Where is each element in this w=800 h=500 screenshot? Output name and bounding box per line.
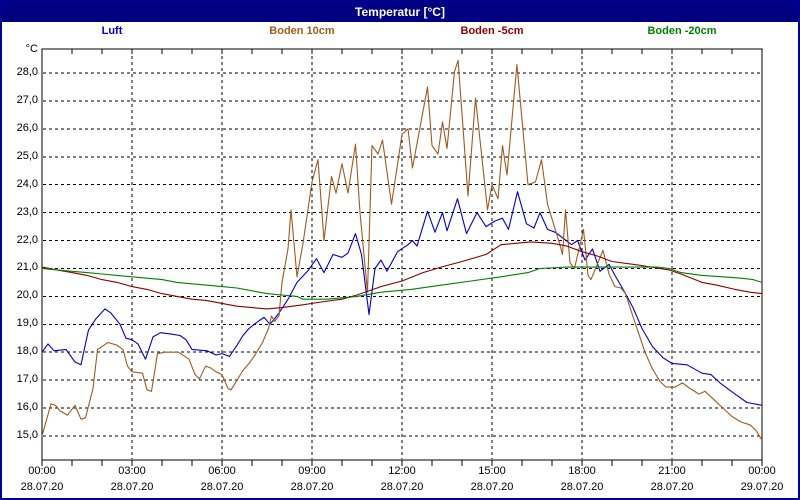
x-tick-time-label: 00:00 <box>748 465 776 477</box>
series-luft <box>41 191 763 406</box>
x-tick-date-label: 28.07.20 <box>110 481 154 493</box>
x-tick-date-label: 28.07.20 <box>560 481 604 493</box>
x-tick-date-label: 28.07.20 <box>290 481 334 493</box>
y-tick-label: 22,0 <box>16 233 38 246</box>
y-tick-label: 17,0 <box>16 373 38 386</box>
legend-item-boden-10cm: Boden 10cm <box>269 25 335 37</box>
x-tick-time-label: 00:00 <box>28 465 56 477</box>
x-tick-time-label: 06:00 <box>208 465 236 477</box>
x-tick-time-label: 12:00 <box>388 465 416 477</box>
y-tick-label: 18,0 <box>16 345 38 358</box>
legend-item-luft: Luft <box>101 25 123 37</box>
y-tick-label: 27,0 <box>16 93 38 106</box>
y-tick-label: 28,0 <box>16 66 38 78</box>
legend-item-boden-5cm: Boden -5cm <box>460 25 524 37</box>
y-tick-label: 23,0 <box>16 205 38 218</box>
y-tick-label: 15,0 <box>16 428 38 441</box>
y-tick-label: 25,0 <box>16 149 38 162</box>
series-boden--20cm <box>41 266 763 300</box>
y-tick-label: 16,0 <box>16 401 38 414</box>
x-tick-time-label: 03:00 <box>118 465 146 477</box>
y-tick-label: 21,0 <box>16 261 38 274</box>
y-tick-label: 24,0 <box>16 177 38 190</box>
x-tick-time-label: 09:00 <box>298 465 326 477</box>
x-tick-date-label: 28.07.20 <box>20 481 64 493</box>
window-title: Temperatur [°C] <box>355 5 445 19</box>
y-tick-label: 20,0 <box>16 289 38 302</box>
x-tick-date-label: 28.07.20 <box>650 481 694 493</box>
series-boden-10cm <box>41 59 763 441</box>
legend-item-boden-20cm: Boden -20cm <box>647 25 717 37</box>
title-bar: Temperatur [°C] <box>2 2 798 22</box>
x-tick-time-label: 15:00 <box>478 465 506 477</box>
legend: Luft Boden 10cm Boden -5cm Boden -20cm <box>2 23 798 41</box>
y-tick-label: 26,0 <box>16 121 38 134</box>
y-axis-unit-label: °C <box>25 43 38 55</box>
x-tick-date-label: 29.07.20 <box>740 481 784 493</box>
y-tick-label: 19,0 <box>16 317 38 330</box>
x-tick-date-label: 28.07.20 <box>470 481 514 493</box>
x-tick-time-label: 18:00 <box>568 465 596 477</box>
x-tick-time-label: 21:00 <box>658 465 686 477</box>
x-tick-date-label: 28.07.20 <box>200 481 244 493</box>
x-tick-date-label: 28.07.20 <box>380 481 424 493</box>
